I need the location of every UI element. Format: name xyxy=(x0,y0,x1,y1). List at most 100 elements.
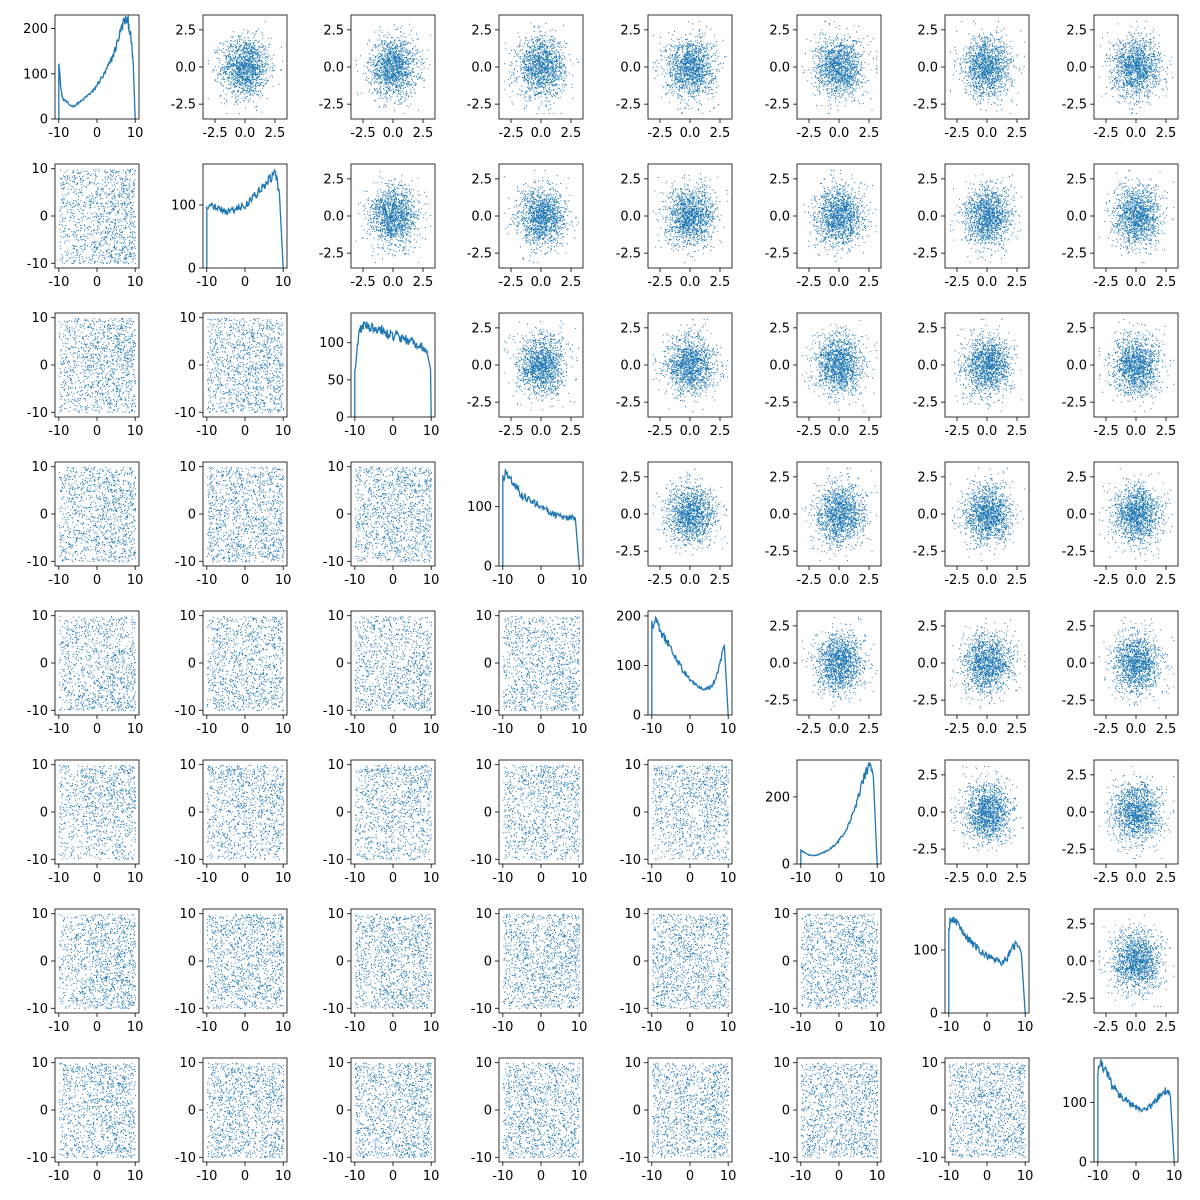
x-tick-label: -10 xyxy=(344,1169,365,1184)
scatter-points xyxy=(800,1062,879,1159)
y-tick-label: 0 xyxy=(633,806,641,821)
y-tick-label: -2.5 xyxy=(616,247,641,262)
subplot-r4-c1: -10 0 10 -10 0 10 xyxy=(27,460,144,588)
x-tick-label: 0 xyxy=(241,275,249,290)
x-tick-label: 2.5 xyxy=(561,275,582,290)
y-tick-label: 10 xyxy=(179,609,196,624)
y-tick-label: 10 xyxy=(31,907,48,922)
x-tick-label: -2.5 xyxy=(350,275,375,290)
y-tick-label: -10 xyxy=(323,1151,344,1166)
x-tick-label: 10 xyxy=(1017,1169,1034,1184)
y-tick-label: -2.5 xyxy=(1062,545,1087,560)
scatter-points xyxy=(801,319,878,413)
x-tick-label: 2.5 xyxy=(1007,871,1028,886)
y-tick-label: -10 xyxy=(471,704,492,719)
x-tick-label: -2.5 xyxy=(944,573,969,588)
x-tick-label: 10 xyxy=(720,871,737,886)
y-tick-label: 0.0 xyxy=(1066,955,1087,970)
y-tick-label: -2.5 xyxy=(913,545,938,560)
subplot-r8-c1: -10 0 10 -10 0 10 xyxy=(27,1056,144,1184)
y-tick-label: 100 xyxy=(319,336,344,351)
x-tick-label: -10 xyxy=(196,1169,217,1184)
y-tick-label: 0.0 xyxy=(917,359,938,374)
axes-frame xyxy=(647,312,733,418)
x-tick-label: 2.5 xyxy=(413,126,434,141)
y-tick-label: 10 xyxy=(31,1056,48,1071)
x-tick-label: -10 xyxy=(641,871,662,886)
scatter-points xyxy=(354,466,433,563)
axes-frame xyxy=(202,163,288,269)
y-tick-label: -10 xyxy=(175,406,196,421)
x-tick-label: 10 xyxy=(275,573,292,588)
x-tick-label: 0.0 xyxy=(829,573,850,588)
scatter-points xyxy=(949,617,1026,709)
y-tick-label: 0.0 xyxy=(620,359,641,374)
y-tick-label: 0.0 xyxy=(1066,210,1087,225)
x-tick-label: 10 xyxy=(275,1169,292,1184)
x-tick-label: 0 xyxy=(241,722,249,737)
y-tick-label: 0 xyxy=(40,210,48,225)
x-tick-label: 10 xyxy=(423,722,440,737)
y-tick-label: 0.0 xyxy=(620,210,641,225)
scatter-points xyxy=(59,317,137,414)
y-tick-label: -10 xyxy=(917,1151,938,1166)
subplot-r3-c5: -2.5 0.0 2.5 -2.5 0.0 2.5 xyxy=(616,312,733,439)
scatter-points xyxy=(59,615,137,712)
y-tick-label: -2.5 xyxy=(467,98,492,113)
y-tick-label: 0.0 xyxy=(175,61,196,76)
scatter-points xyxy=(58,1062,137,1159)
x-tick-label: -2.5 xyxy=(796,424,821,439)
x-tick-label: 0 xyxy=(389,1169,397,1184)
y-tick-label: 0 xyxy=(633,955,641,970)
y-tick-label: 0.0 xyxy=(769,61,790,76)
subplot-r2-c5: -2.5 0.0 2.5 -2.5 0.0 2.5 xyxy=(616,163,733,290)
scatter-points xyxy=(651,764,730,861)
x-tick-label: 0 xyxy=(241,1020,249,1035)
x-tick-label: -2.5 xyxy=(944,275,969,290)
y-tick-label: 0.0 xyxy=(769,657,790,672)
x-tick-label: 0 xyxy=(241,1169,249,1184)
x-tick-label: -2.5 xyxy=(647,573,672,588)
histogram-line xyxy=(651,615,729,716)
y-tick-label: 0.0 xyxy=(620,508,641,523)
x-tick-label: 0 xyxy=(389,871,397,886)
x-tick-label: -10 xyxy=(196,573,217,588)
y-tick-label: -10 xyxy=(175,1002,196,1017)
x-tick-label: -2.5 xyxy=(647,424,672,439)
y-tick-label: 0.0 xyxy=(769,508,790,523)
x-tick-label: 2.5 xyxy=(859,126,880,141)
x-tick-label: -2.5 xyxy=(647,126,672,141)
y-tick-label: 0.0 xyxy=(769,359,790,374)
x-tick-label: 2.5 xyxy=(265,126,286,141)
x-tick-label: -10 xyxy=(48,126,69,141)
scatter-points xyxy=(58,466,137,563)
x-tick-label: 0 xyxy=(686,1169,694,1184)
x-tick-label: 10 xyxy=(127,1169,144,1184)
histogram-line xyxy=(354,321,432,418)
x-tick-label: -10 xyxy=(492,871,513,886)
subplot-r1-c6: -2.5 0.0 2.5 -2.5 0.0 2.5 xyxy=(765,14,882,141)
y-tick-label: 0 xyxy=(188,806,196,821)
scatter-points xyxy=(1098,616,1175,709)
scatter-points xyxy=(355,171,432,264)
x-tick-label: -10 xyxy=(641,1169,662,1184)
scatter-points xyxy=(652,20,727,115)
subplot-r6-c5: -10 0 10 -10 0 10 xyxy=(620,758,737,886)
y-tick-label: -10 xyxy=(323,1002,344,1017)
y-tick-label: 200 xyxy=(23,22,48,37)
subplot-r3-c1: -10 0 10 -10 0 10 xyxy=(27,311,144,439)
scatter-points xyxy=(58,913,137,1010)
y-tick-label: 10 xyxy=(179,907,196,922)
y-tick-label: 0 xyxy=(633,709,641,724)
x-tick-label: 2.5 xyxy=(1156,424,1177,439)
y-tick-label: 10 xyxy=(179,758,196,773)
x-tick-label: 0 xyxy=(93,424,101,439)
axes-frame xyxy=(796,908,882,1014)
x-tick-label: 2.5 xyxy=(1156,722,1177,737)
x-tick-label: 0 xyxy=(983,1169,991,1184)
scatter-points xyxy=(800,913,879,1010)
subplot-r7-c3: -10 0 10 -10 0 10 xyxy=(323,907,440,1035)
scatter-points xyxy=(652,318,729,413)
x-tick-label: 10 xyxy=(275,424,292,439)
